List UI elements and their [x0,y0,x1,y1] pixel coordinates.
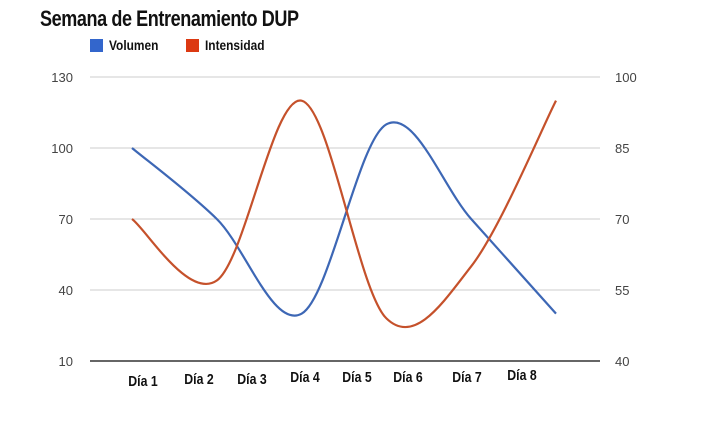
category-label: Día 8 [507,367,537,383]
left-tick-label: 130 [51,70,73,85]
chart-title: Semana de Entrenamiento DUP [40,6,299,31]
category-label: Día 4 [290,369,320,385]
right-tick-label: 70 [615,212,629,227]
legend-item-volumen: Volumen [90,37,167,53]
left-tick-label: 100 [51,141,73,156]
right-tick-label: 85 [615,141,629,156]
legend-label-volumen: Volumen [109,37,159,53]
series-line-intensidad [131,99,557,329]
category-label: Día 2 [184,371,214,387]
category-label: Día 6 [393,369,423,385]
left-tick-label: 70 [59,212,73,227]
category-label: Día 7 [452,369,482,385]
category-label: Día 1 [128,373,158,389]
category-label: Día 5 [342,369,372,385]
legend-swatch-intensidad [186,38,199,52]
legend-swatch-volumen [90,38,103,52]
left-tick-label: 10 [59,354,73,369]
right-tick-label: 40 [615,354,629,369]
left-tick-label: 40 [59,283,73,298]
right-tick-label: 100 [615,70,637,85]
right-tick-label: 55 [615,283,629,298]
legend-label-intensidad: Intensidad [205,37,265,53]
category-label: Día 3 [237,371,267,387]
legend-item-intensidad: Intensidad [186,37,275,53]
